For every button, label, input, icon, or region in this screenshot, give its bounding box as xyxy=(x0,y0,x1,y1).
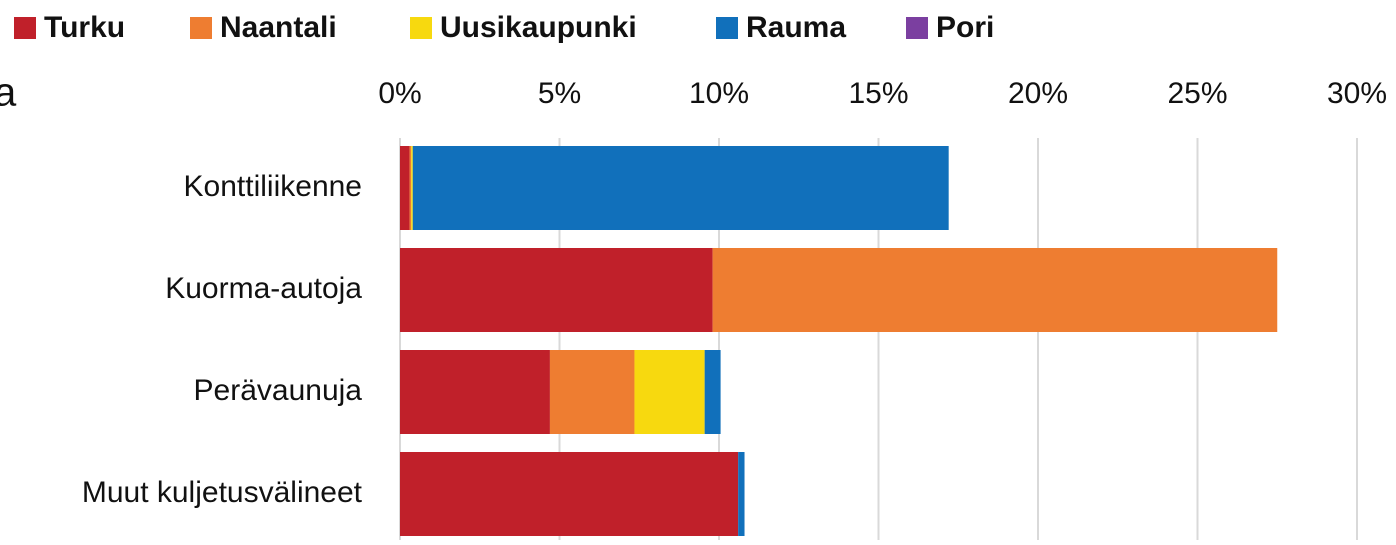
bar-segment xyxy=(712,248,1278,332)
bar-segment xyxy=(400,248,713,332)
bar-segment xyxy=(400,452,739,536)
legend-swatch xyxy=(190,17,212,39)
legend-swatch xyxy=(14,17,36,39)
bar-segment xyxy=(411,146,413,230)
x-tick-label: 0% xyxy=(378,77,421,110)
bar-segment xyxy=(549,350,635,434)
legend-label: Pori xyxy=(936,11,994,44)
y-tick-label: Muut kuljetusvälineet xyxy=(82,476,363,509)
chart-title: a xyxy=(0,71,17,115)
legend-label: Turku xyxy=(44,11,125,44)
x-tick-label: 20% xyxy=(1008,77,1068,110)
legend-label: Uusikaupunki xyxy=(440,11,637,44)
legend-label: Naantali xyxy=(220,11,337,44)
legend-swatch xyxy=(906,17,928,39)
bar-segment xyxy=(412,146,949,230)
bar-segment xyxy=(400,350,550,434)
x-tick-label: 30% xyxy=(1327,77,1387,110)
legend-label: Rauma xyxy=(746,11,846,44)
x-tick-label: 5% xyxy=(538,77,581,110)
legend-swatch xyxy=(410,17,432,39)
bar-segment xyxy=(704,350,721,434)
y-tick-label: Kuorma-autoja xyxy=(165,272,362,305)
bar-segment xyxy=(738,452,745,536)
x-tick-label: 25% xyxy=(1167,77,1227,110)
y-tick-label: Konttiliikenne xyxy=(184,170,362,203)
bar-segment xyxy=(400,146,410,230)
legend-swatch xyxy=(716,17,738,39)
bar-segment xyxy=(634,350,705,434)
x-tick-label: 15% xyxy=(848,77,908,110)
y-tick-label: Perävaunuja xyxy=(194,374,363,407)
x-tick-label: 10% xyxy=(689,77,749,110)
bar-segment xyxy=(409,146,412,230)
